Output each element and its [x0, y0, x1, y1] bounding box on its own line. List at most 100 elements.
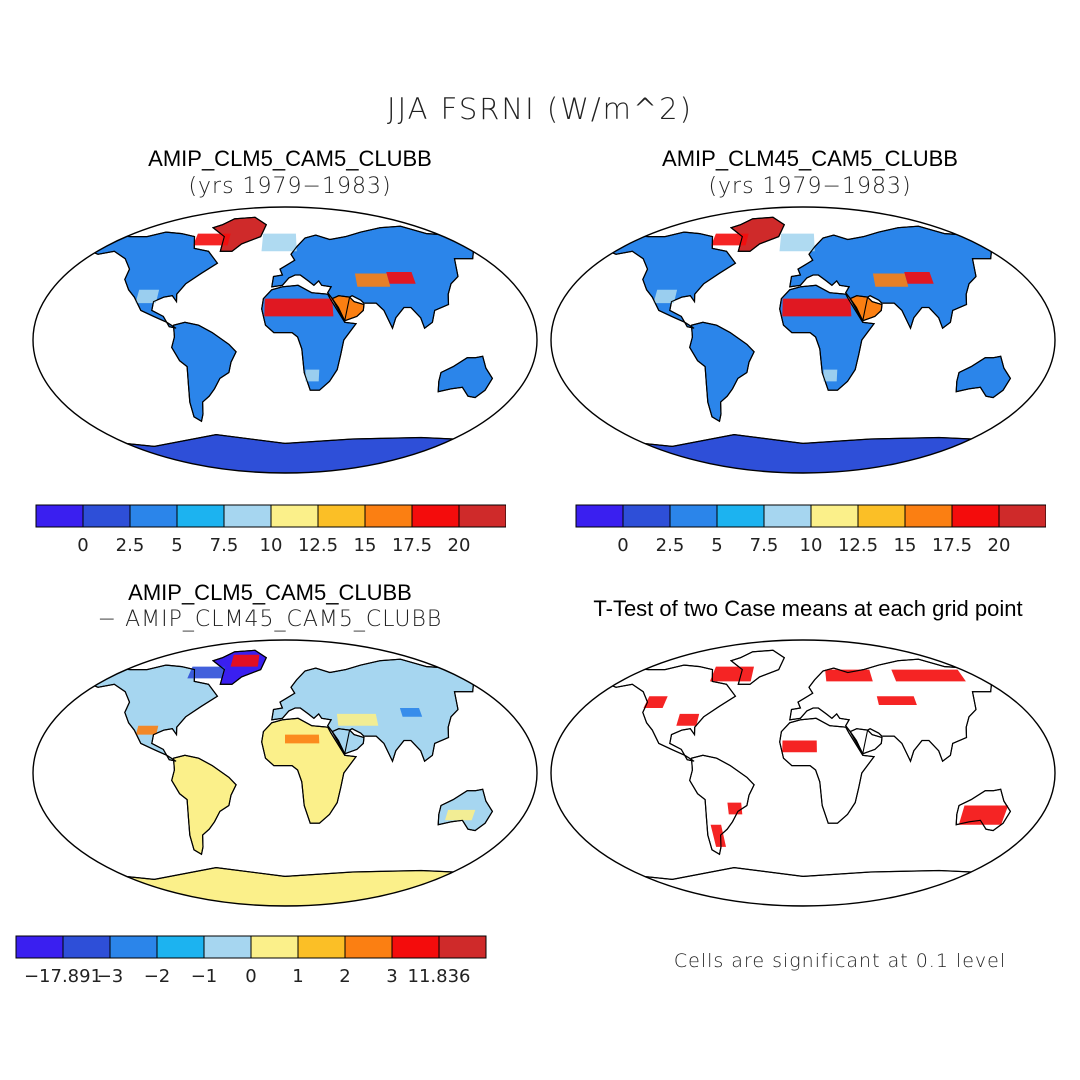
data-cell-patch: [904, 272, 934, 284]
map-border: [32, 206, 538, 474]
data-cell-patch: [727, 802, 743, 815]
data-cell-patch: [285, 734, 320, 744]
map-border: [32, 639, 538, 907]
colorbar-tick-label: 12.5: [838, 535, 878, 556]
coastline: [331, 295, 365, 322]
landmass-northAmerica: [90, 664, 219, 762]
panel-subtitle-clm5: (yrs 1979−1983): [188, 174, 392, 199]
data-cell-patch: [876, 696, 917, 705]
colorbar-swatch: [35, 504, 84, 528]
colorbar-tick-label: 2.5: [656, 535, 685, 556]
colorbar-tick-label: 2: [339, 966, 350, 987]
colorbar-swatch: [270, 504, 319, 528]
data-cell-patch: [782, 740, 817, 753]
coastline: [171, 754, 237, 856]
colorbar-swatch: [716, 504, 765, 528]
coastline: [608, 664, 737, 762]
data-cell-patch: [825, 669, 873, 682]
colorbar-clm45: 0 2.5 5 7.5 10 12.5 15 17.5 20: [575, 504, 1046, 556]
colorbar-tick-label: 15: [894, 535, 917, 556]
coastline: [849, 728, 883, 755]
data-cell-patch: [261, 233, 297, 252]
coastline: [598, 867, 1006, 906]
data-cell-patch: [676, 713, 700, 726]
colorbar-swatch: [411, 504, 460, 528]
colorbar-swatch: [391, 935, 440, 959]
colorbar-swatch: [904, 504, 953, 528]
map-panel-clm5: [32, 206, 538, 474]
coastline: [211, 216, 268, 252]
panel-title-ttest: T-Test of two Case means at each grid po…: [593, 596, 1023, 621]
colorbar-swatch: [62, 935, 111, 959]
data-cell-patch: [779, 233, 815, 252]
coastline: [779, 284, 876, 391]
colorbar-tick-label: 11.836: [408, 966, 471, 987]
data-cell-patch: [399, 708, 423, 717]
colorbar-tick-label: 0: [617, 535, 628, 556]
colorbar-swatch: [317, 504, 366, 528]
colorbar-tick-label: 20: [988, 535, 1011, 556]
landmass-northAmerica: [608, 231, 737, 329]
coastline: [729, 216, 786, 252]
colorbar-swatch: [622, 504, 671, 528]
data-cell-patch: [643, 696, 668, 708]
data-cell-patch: [445, 809, 476, 821]
colorbar-tick-label: −1: [191, 966, 218, 987]
coastline: [271, 225, 493, 330]
coastline: [789, 658, 1011, 763]
panel-subtitle-clm45: (yrs 1979−1983): [708, 174, 912, 199]
data-cell-patch: [891, 669, 966, 682]
coastline: [608, 231, 737, 329]
colorbar-swatch: [857, 504, 906, 528]
ttest-significance-note: Cells are significant at 0.1 level: [673, 950, 1007, 972]
colorbar-swatch: [669, 504, 718, 528]
colorbar-tick-label: 0: [77, 535, 88, 556]
colorbar-swatch: [223, 504, 272, 528]
map-panel-clm45: [550, 206, 1056, 474]
coastline: [955, 788, 1012, 832]
panel-title-diff: AMIP_CLM5_CAM5_CLUBB: [128, 580, 412, 605]
colorbar-tick-label: 5: [171, 535, 182, 556]
colorbar-tick-label: 7.5: [750, 535, 779, 556]
colorbar-tick-label: 20: [448, 535, 471, 556]
colorbar-swatch: [344, 935, 393, 959]
panel-title-clm5: AMIP_CLM5_CAM5_CLUBB: [148, 146, 432, 171]
coastline: [789, 225, 1011, 330]
colorbar-swatch: [250, 935, 299, 959]
data-cell-patch: [135, 725, 159, 735]
colorbar-swatch: [156, 935, 205, 959]
colorbar-tick-label: 17.5: [932, 535, 972, 556]
coastline: [90, 231, 219, 329]
colorbar-swatch: [129, 504, 178, 528]
landmass-southAmerica: [171, 321, 237, 423]
data-cell-patch: [354, 273, 391, 287]
colorbar-swatch: [438, 935, 487, 959]
landmass-southAmerica: [171, 754, 237, 856]
colorbar-tick-label: 12.5: [298, 535, 338, 556]
coastline: [779, 717, 876, 824]
colorbar-tick-label: 7.5: [210, 535, 239, 556]
data-cell-patch: [782, 298, 852, 317]
data-cell-patch: [264, 298, 334, 317]
coastline: [849, 295, 883, 322]
data-cell-patch: [872, 273, 909, 287]
map-border: [550, 206, 1056, 474]
data-cell-patch: [336, 713, 379, 726]
colorbar-swatch: [998, 504, 1046, 528]
data-cell-patch: [305, 369, 320, 382]
data-cell-patch: [230, 654, 260, 667]
coastline: [437, 355, 494, 399]
coastline: [437, 788, 494, 832]
coastline: [955, 355, 1012, 399]
coastline: [171, 321, 237, 423]
landmass-antarctica: [80, 433, 488, 473]
colorbar-tick-label: 3: [386, 966, 397, 987]
coastline: [80, 867, 488, 906]
data-cell-patch: [823, 369, 838, 382]
coastline: [729, 649, 786, 685]
data-cell-patch: [710, 824, 726, 847]
colorbar-tick-label: 10: [800, 535, 823, 556]
data-cell-patch: [653, 289, 678, 304]
coastline: [271, 658, 493, 763]
coastline: [331, 728, 365, 755]
